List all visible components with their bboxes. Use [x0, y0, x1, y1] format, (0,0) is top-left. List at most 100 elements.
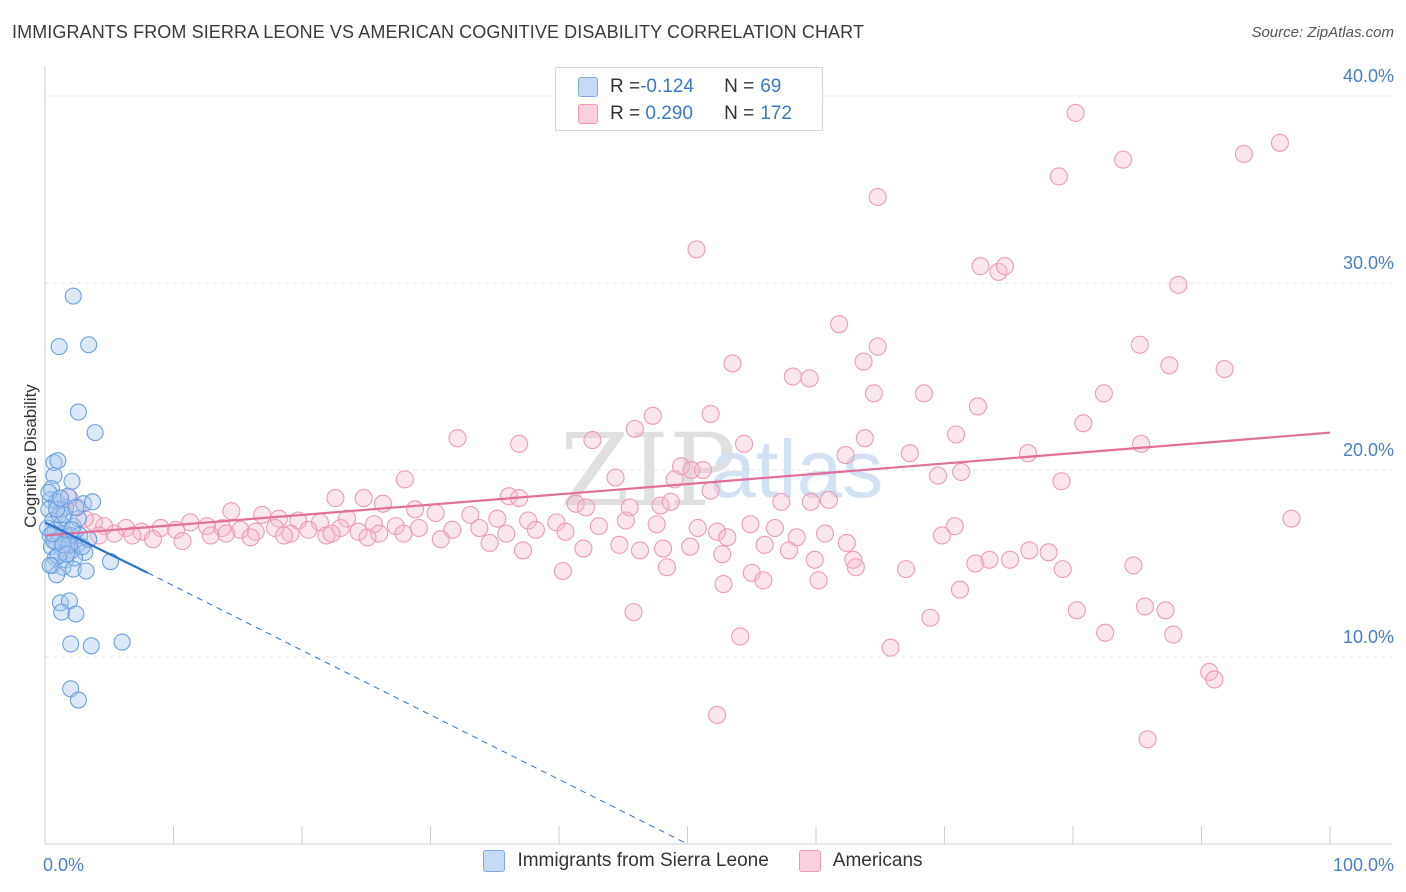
- americans-point: [354, 489, 373, 508]
- americans-point: [269, 509, 288, 528]
- americans-point: [896, 560, 916, 579]
- americans-point: [231, 520, 250, 539]
- sierra-leone-point: [51, 489, 69, 507]
- sierra-leone-point: [82, 637, 100, 655]
- americans-point: [830, 315, 849, 334]
- y-tick-label: 40.0%: [1343, 66, 1394, 86]
- americans-point: [1215, 360, 1234, 379]
- legend-swatch-blue: [578, 77, 598, 97]
- americans-point: [253, 505, 272, 524]
- americans-point: [246, 522, 265, 541]
- americans-point: [929, 466, 948, 485]
- legend-row-americans: R = 0.290 N = 172: [578, 101, 792, 127]
- americans-point: [513, 541, 533, 560]
- americans-point: [576, 498, 596, 517]
- americans-point: [693, 460, 712, 480]
- americans-point: [661, 492, 680, 511]
- americans-point: [364, 515, 384, 534]
- americans-point: [470, 518, 489, 538]
- y-tick-label: 20.0%: [1343, 440, 1394, 460]
- americans-point: [395, 470, 414, 489]
- americans-point: [800, 369, 819, 388]
- americans-point: [526, 520, 545, 539]
- legend-r-label: R =: [610, 76, 641, 97]
- americans-point: [349, 522, 368, 541]
- legend-item-sierra-leone[interactable]: Immigrants from Sierra Leone: [483, 850, 769, 872]
- americans-point: [809, 571, 828, 590]
- sierra-leone-point: [63, 472, 81, 490]
- legend-n-label: N =: [724, 103, 755, 124]
- americans-point: [1132, 434, 1151, 453]
- americans-point: [980, 550, 999, 569]
- legend-n-value: 69: [760, 76, 782, 97]
- sierra-leone-point: [64, 287, 82, 305]
- americans-point: [497, 524, 516, 543]
- americans-point: [708, 705, 727, 725]
- legend-n-label: N =: [724, 76, 755, 97]
- americans-point: [610, 535, 629, 554]
- sierra-leone-point: [67, 605, 85, 623]
- americans-point: [606, 468, 625, 487]
- americans-point: [426, 503, 445, 523]
- americans-point: [331, 518, 350, 538]
- americans-point: [783, 367, 802, 386]
- sierra-leone-point: [69, 691, 87, 709]
- americans-point: [326, 489, 345, 508]
- americans-point: [1160, 356, 1179, 375]
- americans-point: [755, 535, 774, 554]
- stats-legend: R = -0.124 N = 69 R = 0.290 N = 172: [555, 67, 823, 131]
- americans-point: [836, 446, 855, 465]
- americans-point: [201, 526, 220, 545]
- americans-point: [1049, 167, 1068, 186]
- americans-point: [945, 517, 964, 536]
- americans-point: [805, 550, 824, 569]
- americans-point: [1018, 444, 1038, 463]
- sierra-leone-point: [53, 603, 71, 621]
- americans-point: [914, 384, 933, 403]
- y-axis-label: Cognitive Disability: [21, 384, 40, 528]
- americans-point: [754, 571, 773, 590]
- americans-point: [370, 524, 389, 543]
- americans-point: [358, 528, 377, 547]
- legend-item-americans[interactable]: Americans: [798, 850, 923, 872]
- americans-point: [734, 434, 754, 453]
- americans-point: [966, 554, 985, 573]
- americans-point: [1096, 623, 1115, 642]
- americans-point: [1282, 509, 1301, 528]
- sierra-leone-point: [62, 635, 80, 653]
- americans-point: [173, 532, 192, 551]
- sierra-leone-point: [80, 336, 98, 354]
- americans-point: [864, 384, 883, 403]
- y-tick-label: 30.0%: [1343, 253, 1394, 273]
- americans-point: [651, 496, 670, 515]
- sierra-leone-point: [64, 560, 82, 578]
- americans-point: [844, 550, 863, 569]
- series-legend: Immigrants from Sierra Leone Americans: [0, 850, 1406, 872]
- source-label: Source: ZipAtlas.com: [1251, 24, 1394, 41]
- americans-point: [654, 539, 673, 558]
- americans-point: [1138, 730, 1157, 749]
- americans-point: [409, 518, 428, 538]
- americans-point: [1000, 550, 1020, 569]
- americans-point: [574, 539, 593, 558]
- americans-point: [123, 526, 142, 545]
- americans-point: [624, 603, 643, 622]
- chart-title: IMMIGRANTS FROM SIERRA LEONE VS AMERICAN…: [12, 22, 865, 42]
- americans-point: [480, 533, 499, 552]
- americans-point: [488, 509, 507, 528]
- trend-lines: [44, 431, 1331, 845]
- americans-point: [386, 517, 405, 536]
- americans-point: [881, 638, 900, 657]
- americans-trend-line: [44, 431, 1331, 537]
- americans-point: [299, 520, 318, 539]
- americans-point: [1156, 601, 1175, 620]
- americans-point: [995, 257, 1014, 276]
- watermark-zip: ZIP: [560, 412, 736, 529]
- sierra-leone-trend-extension: [147, 572, 688, 845]
- americans-point: [952, 462, 971, 481]
- americans-point: [1130, 335, 1149, 354]
- americans-point: [337, 509, 357, 528]
- sierra-leone-point: [86, 424, 104, 442]
- americans-point: [1074, 414, 1093, 433]
- y-tick-label: 10.0%: [1343, 627, 1394, 647]
